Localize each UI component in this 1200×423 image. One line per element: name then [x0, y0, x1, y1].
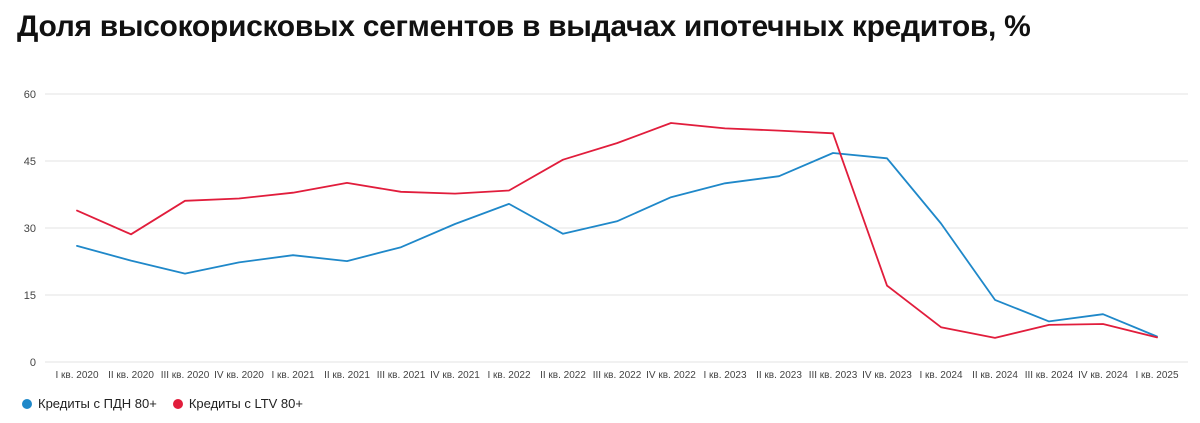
- data-point[interactable]: [345, 259, 349, 263]
- x-tick-label: I кв. 2021: [271, 370, 314, 381]
- legend-label-pdn: Кредиты с ПДН 80+: [38, 396, 157, 411]
- data-point[interactable]: [291, 253, 295, 257]
- legend-label-ltv: Кредиты с LTV 80+: [188, 396, 303, 411]
- data-point[interactable]: [723, 181, 727, 185]
- data-point[interactable]: [129, 258, 133, 262]
- data-point[interactable]: [291, 191, 295, 195]
- legend-item-pdn[interactable]: Кредиты с ПДН 80+: [22, 396, 157, 411]
- x-tick-label: I кв. 2022: [487, 370, 530, 381]
- x-tick-label: III кв. 2021: [377, 370, 426, 381]
- x-tick-label: II кв. 2024: [972, 370, 1018, 381]
- series-lines: [75, 121, 1159, 340]
- y-tick-label: 45: [24, 156, 36, 168]
- data-point[interactable]: [939, 221, 943, 225]
- x-tick-label: III кв. 2023: [809, 370, 858, 381]
- data-point[interactable]: [615, 141, 619, 145]
- data-point[interactable]: [1101, 322, 1105, 326]
- data-point[interactable]: [237, 196, 241, 200]
- x-tick-label: II кв. 2023: [756, 370, 802, 381]
- data-point[interactable]: [777, 174, 781, 178]
- x-tick-label: I кв. 2024: [919, 370, 962, 381]
- data-point[interactable]: [129, 232, 133, 236]
- data-point[interactable]: [561, 157, 565, 161]
- series-line-pdn[interactable]: [76, 152, 1158, 338]
- x-tick-label: III кв. 2024: [1025, 370, 1074, 381]
- data-point[interactable]: [1155, 335, 1159, 339]
- data-point[interactable]: [993, 336, 997, 340]
- x-tick-label: IV кв. 2022: [646, 370, 696, 381]
- data-point[interactable]: [399, 245, 403, 249]
- data-point[interactable]: [345, 181, 349, 185]
- x-tick-label: III кв. 2020: [161, 370, 210, 381]
- data-point[interactable]: [507, 188, 511, 192]
- x-tick-label: IV кв. 2020: [214, 370, 264, 381]
- data-point[interactable]: [885, 156, 889, 160]
- x-tick-label: I кв. 2023: [703, 370, 746, 381]
- data-point[interactable]: [507, 202, 511, 206]
- data-point[interactable]: [75, 208, 79, 212]
- data-point[interactable]: [831, 151, 835, 155]
- legend-dot-ltv-icon: [172, 398, 183, 409]
- x-tick-label: I кв. 2025: [1135, 370, 1178, 381]
- data-point[interactable]: [993, 298, 997, 302]
- x-tick-label: III кв. 2022: [593, 370, 642, 381]
- legend: Кредиты с ПДН 80+ Кредиты с LTV 80+: [22, 396, 319, 411]
- y-tick-label: 0: [30, 357, 36, 369]
- data-point[interactable]: [399, 190, 403, 194]
- data-point[interactable]: [777, 128, 781, 132]
- data-point[interactable]: [75, 244, 79, 248]
- x-tick-label: I кв. 2020: [55, 370, 98, 381]
- data-point[interactable]: [831, 131, 835, 135]
- data-point[interactable]: [723, 126, 727, 130]
- data-point[interactable]: [183, 271, 187, 275]
- x-tick-label: IV кв. 2024: [1078, 370, 1128, 381]
- data-point[interactable]: [237, 260, 241, 264]
- data-point[interactable]: [453, 222, 457, 226]
- data-point[interactable]: [885, 283, 889, 287]
- data-point[interactable]: [561, 232, 565, 236]
- y-tick-label: 30: [24, 223, 36, 235]
- x-tick-label: IV кв. 2023: [862, 370, 912, 381]
- x-tick-label: II кв. 2022: [540, 370, 586, 381]
- chart-title: Доля высокорисковых сегментов в выдачах …: [17, 10, 1031, 43]
- y-axis-ticks: 0 15 30 45 60: [24, 89, 36, 369]
- y-tick-label: 15: [24, 290, 36, 302]
- grid-lines: [45, 93, 1188, 363]
- data-point[interactable]: [453, 191, 457, 195]
- data-point[interactable]: [669, 121, 673, 125]
- data-point[interactable]: [615, 219, 619, 223]
- data-point[interactable]: [183, 199, 187, 203]
- legend-dot-pdn-icon: [22, 398, 32, 409]
- data-point[interactable]: [669, 195, 673, 199]
- y-tick-label: 60: [24, 89, 36, 101]
- x-axis-ticks: I кв. 2020 II кв. 2020 III кв. 2020 IV кв. …: [55, 370, 1178, 381]
- x-tick-label: II кв. 2020: [108, 370, 154, 381]
- data-point[interactable]: [1047, 323, 1051, 327]
- legend-item-ltv[interactable]: Кредиты с LTV 80+: [172, 396, 303, 411]
- data-point[interactable]: [939, 325, 943, 329]
- data-point[interactable]: [1101, 312, 1105, 316]
- x-tick-label: II кв. 2021: [324, 370, 370, 381]
- x-tick-label: IV кв. 2021: [430, 370, 480, 381]
- series-line-ltv[interactable]: [76, 122, 1158, 339]
